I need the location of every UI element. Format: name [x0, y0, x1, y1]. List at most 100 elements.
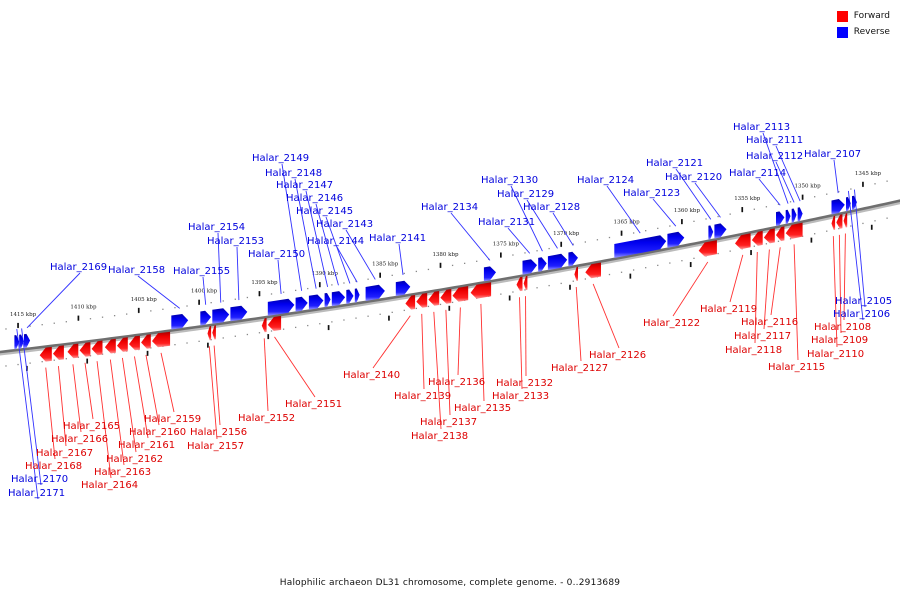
gene-label[interactable]: Halar_2141: [369, 233, 426, 244]
gene-label[interactable]: Halar_2123: [623, 188, 680, 199]
gene-halar-2166[interactable]: [67, 343, 79, 359]
gene-label[interactable]: Halar_2156: [190, 427, 247, 438]
gene-halar-2129[interactable]: [547, 253, 568, 271]
gene-halar-2168[interactable]: [39, 346, 52, 362]
gene-halar-2154[interactable]: [212, 308, 230, 324]
gene-label[interactable]: Halar_2106: [833, 309, 890, 320]
gene-halar-2163[interactable]: [104, 338, 116, 354]
gene-label[interactable]: Halar_2134: [421, 202, 478, 213]
gene-label[interactable]: Halar_2157: [187, 441, 244, 452]
gene-halar-2138[interactable]: [428, 291, 440, 306]
gene-label[interactable]: Halar_2164: [81, 480, 138, 491]
gene-halar-2122[interactable]: [698, 240, 717, 257]
gene-halar-2140[interactable]: [405, 295, 416, 310]
gene-label[interactable]: Halar_2145: [296, 206, 353, 217]
gene-halar-2136[interactable]: [452, 286, 469, 302]
gene-label[interactable]: Halar_2108: [814, 322, 871, 333]
gene-halar-2114[interactable]: [776, 211, 785, 227]
gene-label[interactable]: Halar_2140: [343, 370, 400, 381]
gene-label[interactable]: Halar_2120: [665, 172, 722, 183]
gene-label[interactable]: Halar_2163: [94, 467, 151, 478]
gene-halar-2162[interactable]: [117, 337, 128, 352]
gene-label[interactable]: Halar_2167: [36, 448, 93, 459]
gene-halar-2149[interactable]: [295, 296, 308, 312]
gene-halar-2144[interactable]: [354, 288, 360, 303]
gene-halar-2117[interactable]: [763, 228, 775, 244]
gene-halar-2169[interactable]: [24, 333, 31, 349]
gene-halar-2141[interactable]: [395, 280, 411, 297]
gene-label[interactable]: Halar_2117: [734, 331, 791, 342]
gene-label[interactable]: Halar_2133: [492, 391, 549, 402]
gene-halar-2167[interactable]: [53, 345, 64, 360]
gene-label[interactable]: Halar_2161: [118, 440, 175, 451]
gene-label[interactable]: Halar_2148: [265, 168, 322, 179]
gene-label[interactable]: Halar_2165: [63, 421, 120, 432]
gene-label[interactable]: Halar_2130: [481, 175, 538, 186]
gene-label[interactable]: Halar_2160: [129, 427, 186, 438]
gene-halar-2107[interactable]: [831, 199, 845, 215]
gene-halar-2115[interactable]: [785, 222, 803, 239]
gene-label[interactable]: Halar_2138: [411, 431, 468, 442]
gene-halar-2164[interactable]: [91, 340, 103, 356]
gene-halar-2116[interactable]: [776, 226, 785, 242]
gene-label[interactable]: Halar_2154: [188, 222, 245, 233]
gene-label[interactable]: Halar_2122: [643, 318, 700, 329]
gene-halar-2131[interactable]: [522, 259, 538, 275]
gene-label[interactable]: Halar_2114: [729, 168, 786, 179]
gene-label[interactable]: Halar_2159: [144, 414, 201, 425]
gene-label[interactable]: Halar_2170: [11, 474, 68, 485]
gene-label[interactable]: Halar_2144: [307, 236, 364, 247]
gene-halar-2108[interactable]: [843, 213, 848, 228]
gene-halar-2146[interactable]: [331, 291, 346, 307]
gene-label[interactable]: Halar_2124: [577, 175, 634, 186]
gene-halar-2135[interactable]: [470, 282, 492, 299]
gene-halar-2150[interactable]: [267, 298, 295, 316]
gene-label[interactable]: Halar_2149: [252, 153, 309, 164]
gene-halar-2126[interactable]: [585, 262, 601, 279]
gene-halar-2161[interactable]: [129, 335, 140, 351]
gene-halar-2147[interactable]: [324, 293, 331, 308]
gene-label[interactable]: Halar_2150: [248, 249, 305, 260]
gene-halar-2113[interactable]: [785, 209, 791, 225]
gene-label[interactable]: Halar_2153: [207, 236, 264, 247]
gene-label[interactable]: Halar_2155: [173, 266, 230, 277]
gene-label[interactable]: Halar_2113: [733, 122, 790, 133]
gene-label[interactable]: Halar_2111: [746, 135, 803, 146]
gene-label[interactable]: Halar_2171: [8, 488, 65, 499]
gene-label[interactable]: Halar_2147: [276, 180, 333, 191]
gene-label[interactable]: Halar_2118: [725, 345, 782, 356]
gene-label[interactable]: Halar_2127: [551, 363, 608, 374]
gene-halar-2133[interactable]: [516, 276, 523, 292]
gene-halar-2153[interactable]: [230, 305, 248, 322]
gene-halar-2110[interactable]: [831, 215, 836, 230]
gene-halar-2139[interactable]: [416, 293, 428, 308]
gene-halar-2112[interactable]: [791, 208, 797, 223]
gene-label[interactable]: Halar_2132: [496, 378, 553, 389]
gene-label[interactable]: Halar_2146: [286, 193, 343, 204]
gene-label[interactable]: Halar_2152: [238, 413, 295, 424]
gene-halar-2156[interactable]: [212, 325, 216, 340]
gene-label[interactable]: Halar_2112: [746, 151, 803, 162]
gene-label[interactable]: Halar_2137: [420, 417, 477, 428]
gene-halar-2105[interactable]: [852, 195, 857, 211]
gene-label[interactable]: Halar_2119: [700, 304, 757, 315]
gene-label[interactable]: Halar_2151: [285, 399, 342, 410]
gene-label[interactable]: Halar_2136: [428, 377, 485, 388]
gene-halar-2151[interactable]: [267, 315, 282, 331]
gene-label[interactable]: Halar_2162: [106, 454, 163, 465]
gene-label[interactable]: Halar_2110: [807, 349, 864, 360]
gene-halar-2137[interactable]: [440, 289, 452, 304]
gene-halar-2157[interactable]: [207, 326, 212, 341]
gene-halar-2165[interactable]: [79, 342, 91, 357]
gene-label[interactable]: Halar_2135: [454, 403, 511, 414]
gene-label[interactable]: Halar_2143: [316, 219, 373, 230]
gene-label[interactable]: Halar_2168: [25, 461, 82, 472]
gene-halar-2118[interactable]: [751, 230, 763, 246]
gene-halar-2170[interactable]: [19, 334, 24, 349]
gene-halar-2120[interactable]: [714, 223, 727, 239]
gene-halar-2134[interactable]: [483, 266, 496, 282]
gene-label[interactable]: Halar_2109: [811, 335, 868, 346]
gene-label[interactable]: Halar_2129: [497, 189, 554, 200]
gene-label[interactable]: Halar_2158: [108, 265, 165, 276]
gene-halar-2155[interactable]: [200, 310, 212, 326]
